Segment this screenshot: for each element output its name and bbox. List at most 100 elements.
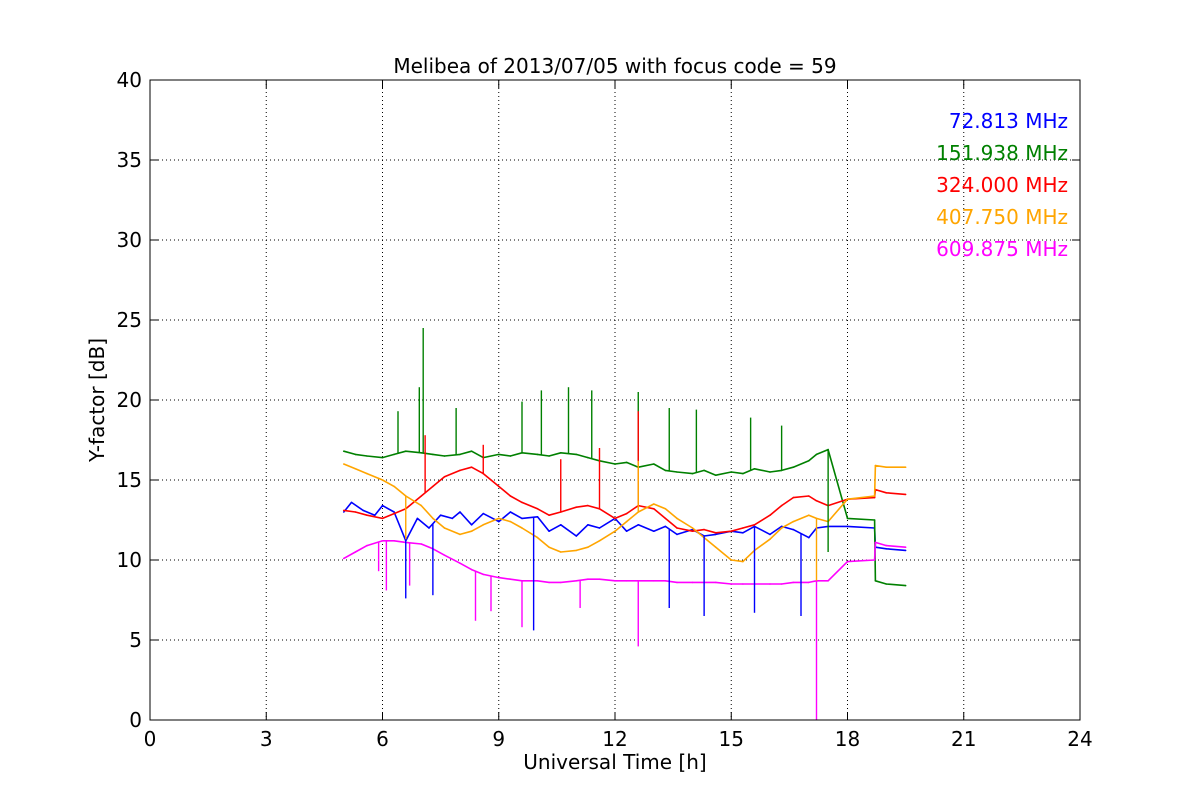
data-point (509, 495, 512, 497)
data-point (769, 583, 771, 585)
data-point (874, 541, 877, 544)
data-point (815, 500, 818, 502)
data-point (780, 583, 783, 585)
x-tick-label: 18 (835, 727, 860, 751)
data-point (497, 520, 500, 523)
data-point (416, 517, 419, 520)
data-point (393, 453, 395, 456)
series-line (343, 539, 906, 585)
data-point (742, 560, 744, 563)
data-point (381, 504, 384, 507)
data-point (714, 546, 717, 548)
data-point (587, 456, 589, 459)
data-point (780, 504, 783, 507)
series-line (343, 466, 906, 534)
y-tick-label: 30 (117, 228, 142, 252)
data-point (614, 517, 616, 520)
axis-ticks: 0 3 6 9 12 15 18 21 24 0 5 10 15 20 25 30 35 40 (117, 68, 1093, 751)
data-point (730, 559, 733, 561)
data-point (625, 512, 628, 515)
data-point (664, 525, 667, 528)
data-point (807, 495, 810, 497)
y-tick-label: 5 (129, 628, 142, 652)
data-point (587, 504, 589, 507)
data-point (780, 525, 783, 528)
data-point (366, 455, 368, 457)
data-point (676, 581, 678, 584)
data-point (874, 580, 877, 582)
data-point (509, 520, 512, 523)
data-point (691, 527, 694, 529)
legend: 72.813 MHz 151.938 MHz 324.000 MHz 407.750 … (936, 109, 1068, 261)
data-point (393, 511, 395, 513)
data-point (548, 514, 550, 516)
series-group (342, 501, 907, 552)
data-point (904, 584, 907, 587)
y-axis-label: Y-factor [dB] (85, 338, 109, 463)
data-point (366, 544, 368, 547)
data-point (459, 511, 461, 513)
data-point (459, 469, 461, 472)
data-point (536, 536, 539, 539)
data-point (904, 466, 907, 469)
data-point (482, 512, 485, 515)
data-point (354, 453, 357, 456)
data-point (625, 530, 628, 532)
data-point (904, 549, 907, 552)
data-point (807, 514, 810, 516)
data-point (598, 540, 601, 542)
data-point (676, 527, 678, 529)
data-point (846, 525, 849, 528)
y-tick-label: 25 (117, 308, 142, 332)
chart-title: Melibea of 2013/07/05 with focus code = … (393, 54, 836, 78)
data-point (885, 544, 888, 547)
data-point (497, 453, 500, 456)
legend-entry: 151.938 MHz (936, 141, 1068, 165)
data-point (703, 528, 705, 531)
x-tick-label: 15 (719, 727, 744, 751)
data-point (664, 580, 667, 582)
data-point (807, 581, 810, 584)
y-tick-label: 40 (117, 68, 142, 92)
data-point (598, 527, 601, 529)
data-point (342, 463, 345, 465)
data-point (815, 453, 818, 456)
data-point (676, 517, 678, 520)
data-point (676, 471, 678, 473)
data-point (691, 581, 694, 584)
data-point (714, 533, 717, 536)
data-point (652, 508, 655, 510)
y-tick-label: 15 (117, 468, 142, 492)
data-point (470, 524, 473, 526)
data-point (536, 453, 539, 456)
series-group (342, 463, 907, 563)
legend-entry: 72.813 MHz (949, 109, 1068, 133)
data-point (470, 568, 473, 571)
data-point (366, 472, 368, 475)
data-point (827, 580, 829, 582)
data-point (381, 540, 384, 542)
data-point (393, 540, 395, 542)
data-point (459, 453, 461, 456)
data-point (885, 492, 888, 494)
data-point (342, 557, 345, 560)
data-point (792, 496, 795, 499)
data-point (703, 469, 705, 472)
data-point (439, 514, 442, 516)
series-group (342, 448, 907, 587)
data-point (443, 476, 446, 478)
data-point (652, 580, 655, 582)
data-point (769, 514, 771, 516)
data-point (521, 501, 523, 504)
data-point (587, 578, 589, 580)
data-point (730, 471, 733, 473)
grid-lines (150, 80, 1080, 720)
series-line (343, 463, 906, 563)
y-tick-label: 0 (129, 708, 142, 732)
data-point (459, 533, 461, 536)
y-tick-label: 10 (117, 548, 142, 572)
data-point (536, 580, 539, 582)
data-point (846, 517, 849, 520)
data-point (470, 530, 473, 532)
